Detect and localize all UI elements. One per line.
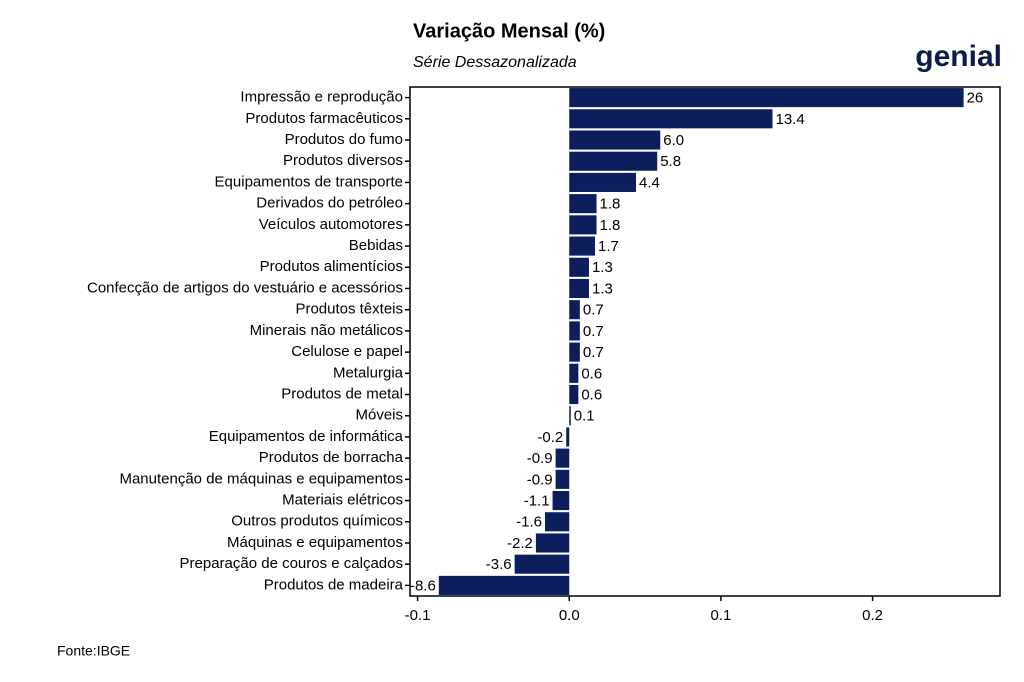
y-tick-label: Móveis [355,407,403,424]
y-tick-label: Veículos automotores [259,216,403,233]
y-tick-label: Produtos farmacêuticos [245,110,403,127]
bar [569,257,589,277]
value-label: 1.3 [592,280,613,297]
value-label: -2.2 [507,535,533,552]
chart-title: Variação Mensal (%) [413,20,605,42]
x-tick-label: 0.0 [559,607,580,624]
y-tick-label: Manutenção de máquinas e equipamentos [119,470,403,487]
bar [569,88,964,108]
value-label: 0.1 [574,408,595,425]
bar [569,194,597,214]
y-tick-label: Produtos têxteis [295,301,403,318]
value-label: 1.7 [598,238,619,255]
value-label: 0.7 [583,323,604,340]
value-label: -0.9 [527,450,553,467]
bar [569,300,580,320]
bar [569,130,661,150]
y-tick-label: Máquinas e equipamentos [227,534,403,551]
value-label: 1.3 [592,259,613,276]
bar [569,215,597,235]
bar [438,575,570,595]
bar [555,469,570,489]
bar [569,236,596,256]
value-label: -0.2 [537,429,563,446]
plot-frame [409,86,1001,597]
value-label: 13.4 [775,111,804,128]
y-tick-label: Celulose e papel [291,343,403,360]
value-label: 6.0 [663,132,684,149]
y-tick-label: Bebidas [349,237,403,254]
value-label: 1.8 [600,217,621,234]
value-label: 0.6 [581,365,602,382]
x-tick-label: 0.1 [710,607,731,624]
logo: genial [915,40,1002,73]
y-tick-label: Equipamentos de informática [209,428,404,445]
x-tick-label: -0.1 [405,607,431,624]
value-label: -0.9 [527,471,553,488]
y-tick-label: Produtos diversos [283,152,403,169]
bar [569,172,636,192]
bar [569,406,571,426]
bar [569,363,579,383]
y-tick-label: Minerais não metálicos [250,322,403,339]
y-tick-label: Produtos de madeira [264,576,404,593]
y-tick-label: Equipamentos de transporte [215,173,403,190]
value-label: 4.4 [639,174,660,191]
bar [569,151,658,171]
x-tick-label: 0.2 [862,607,883,624]
bar [566,427,570,447]
y-tick-label: Metalurgia [333,364,404,381]
source: Fonte:IBGE [57,643,130,659]
value-label: 0.6 [581,386,602,403]
value-label: 5.8 [660,153,681,170]
value-label: -8.6 [410,577,436,594]
bar [535,533,570,553]
value-label: 26 [967,90,984,107]
chart-subtitle: Série Dessazonalizada [413,54,577,71]
value-label: 1.8 [600,196,621,213]
bar [569,109,773,129]
bar [569,278,589,299]
y-tick-label: Produtos de metal [281,385,403,402]
y-tick-label: Confecção de artigos do vestuário e aces… [87,279,403,296]
bar [514,554,570,574]
y-tick-label: Materiais elétricos [282,492,403,509]
bar [569,384,579,405]
value-label: -1.1 [524,493,550,510]
bar [569,342,580,362]
y-tick-label: Produtos do fumo [285,131,403,148]
bar [569,321,580,341]
value-label: 0.7 [583,344,604,361]
y-tick-label: Outros produtos químicos [231,513,403,530]
y-tick-label: Derivados do petróleo [256,195,403,212]
y-tick-label: Impressão e reprodução [240,89,403,106]
bar [544,512,570,532]
bar [555,448,570,468]
value-label: -1.6 [516,514,542,531]
value-label: 0.7 [583,302,604,319]
bar [552,491,570,511]
y-tick-label: Preparação de couros e calçados [180,555,403,572]
value-label: -3.6 [486,556,512,573]
y-tick-label: Produtos de borracha [259,449,404,466]
y-tick-label: Produtos alimentícios [260,258,403,275]
